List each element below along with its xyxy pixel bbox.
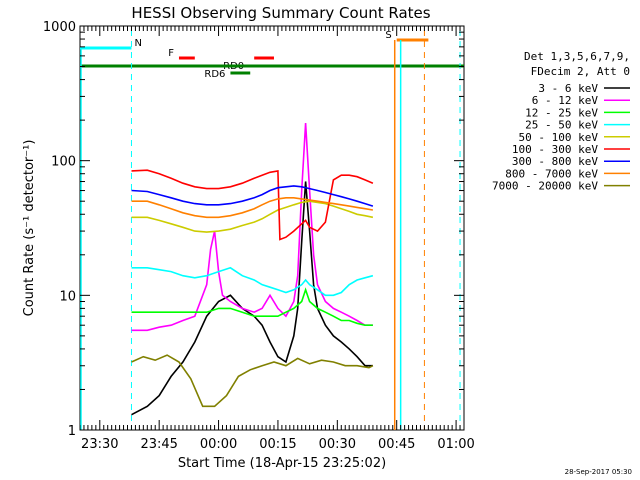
x-tick-label: 00:15	[259, 437, 296, 452]
x-tick-label: 23:30	[81, 437, 118, 452]
x-tick-label: 23:45	[140, 437, 177, 452]
plot-frame	[79, 25, 465, 431]
generation-timestamp: 28-Sep-2017 05:30	[565, 468, 632, 476]
y-tick-label: 1000	[43, 20, 76, 35]
x-tick-label: 00:00	[200, 437, 237, 452]
legend-label-5: 100 - 300 keV	[512, 143, 598, 156]
series-line-3	[131, 266, 374, 297]
series-line-2	[131, 287, 373, 327]
legend-label-6: 300 - 800 keV	[512, 155, 598, 168]
series-line-0	[131, 181, 373, 416]
legend-label-1: 6 - 12 keV	[532, 94, 599, 107]
series-line-4	[131, 200, 374, 233]
x-axis: 23:30 23:45 00:00 00:15 00:30 00:45 01:00	[79, 26, 475, 452]
y-tick-label: 100	[51, 155, 76, 170]
y-tick-label: 1	[68, 424, 76, 439]
flag-label-s: S	[385, 30, 391, 41]
series-line-7	[131, 197, 374, 219]
flag-label-f: F	[168, 48, 174, 59]
observing-flags-layer: NFRD0RD6S	[80, 30, 464, 430]
series-line-6	[131, 185, 374, 207]
y-axis-label: Count Rate (s⁻¹ detector⁻¹)	[22, 140, 37, 317]
legend: Det 1,3,5,6,7,9, FDecim 2, Att 0 3 - 6 k…	[492, 50, 630, 193]
y-axis: 1 10 100 1000	[43, 20, 464, 439]
legend-label-0: 3 - 6 keV	[538, 82, 598, 95]
x-tick-label: 00:30	[319, 437, 356, 452]
flag-label-n: N	[134, 38, 141, 49]
legend-label-8: 7000 - 20000 keV	[492, 180, 598, 193]
x-tick-label: 01:00	[437, 437, 474, 452]
legend-label-2: 12 - 25 keV	[525, 106, 598, 119]
flag-label-rd6: RD6	[204, 69, 225, 80]
series-layer	[131, 123, 374, 416]
series-line-8	[131, 354, 374, 408]
chart-title: HESSI Observing Summary Count Rates	[131, 4, 430, 22]
legend-header-line-2: FDecim 2, Att 0	[531, 65, 630, 78]
series-line-5	[131, 169, 374, 241]
x-axis-label: Start Time (18-Apr-15 23:25:02)	[178, 456, 386, 471]
legend-header-line-1: Det 1,3,5,6,7,9,	[524, 50, 630, 63]
y-tick-label: 10	[59, 289, 76, 304]
series-line-1	[131, 123, 373, 332]
legend-label-3: 25 - 50 keV	[525, 119, 598, 132]
legend-label-7: 800 - 7000 keV	[505, 167, 598, 180]
x-tick-label: 00:45	[378, 437, 415, 452]
legend-label-4: 50 - 100 keV	[519, 131, 599, 144]
